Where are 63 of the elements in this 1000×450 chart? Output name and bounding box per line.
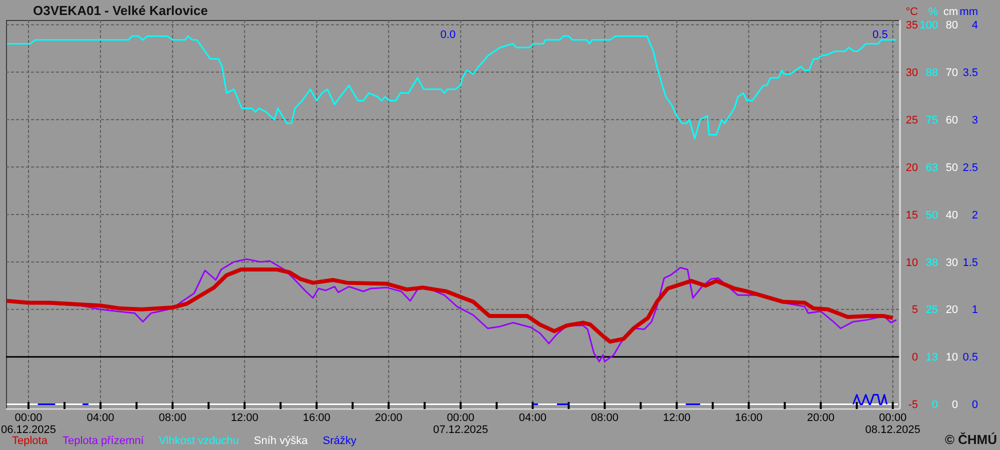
text: Vlhkost vzduchu	[158, 434, 239, 448]
text: Srážky	[322, 434, 356, 448]
y-tick-label: 15	[906, 209, 918, 222]
y2-tick-label: 38	[926, 256, 938, 269]
y2-tick-label: 63	[926, 162, 938, 174]
x-tick-label: 00:00 07.12.2025	[433, 412, 488, 436]
y-tick-label: 3.5	[962, 67, 978, 80]
x-tick-label: 12:00	[230, 412, 258, 424]
y2-tick-label: 0	[932, 399, 938, 412]
y3-tick-label: 70	[946, 67, 958, 80]
annotation: 0.0	[440, 28, 456, 42]
x-tick-label: 08:00	[158, 412, 186, 424]
y3-tick-label: 50	[946, 162, 958, 174]
text: © ČHMÚ	[944, 432, 997, 448]
chart-title: O3VEKA01 - Velké Karlovice	[33, 3, 208, 19]
x-tick-label: 16:00	[302, 412, 330, 424]
x-tick-label: 08:00	[590, 412, 618, 424]
x-tick-label: 20:00	[807, 412, 835, 424]
y3-tick-label: 10	[946, 352, 958, 364]
y3-tick-label: 80	[946, 20, 958, 32]
y-tick-label: 0	[912, 352, 918, 364]
y2-axis-title: %	[928, 6, 938, 18]
line-series	[6, 268, 895, 344]
y-tick-label: 2	[972, 209, 978, 222]
y3-tick-label: 40	[946, 209, 958, 222]
text: Teplota přízemní	[62, 434, 144, 448]
text: Teplota	[12, 434, 48, 448]
y3-axis-title: cm	[943, 6, 958, 18]
y-tick-label: 10	[906, 256, 918, 269]
y-tick-label: 4	[972, 20, 978, 32]
y2-tick-label: 25	[926, 304, 938, 316]
y2-tick-label: 13	[926, 352, 938, 364]
y2-tick-label: 100	[920, 20, 938, 32]
y2-tick-label: 50	[926, 209, 938, 222]
x-tick-label: 00:00 06.12.2025	[0, 412, 56, 436]
x-tick-label: 04:00	[86, 412, 114, 424]
y3-tick-label: 30	[946, 256, 958, 269]
y-tick-label: 20	[906, 162, 918, 174]
y-tick-label: 25	[906, 114, 918, 126]
y-axis-title: mm	[960, 6, 978, 18]
y-tick-label: 5	[912, 304, 918, 316]
y2-tick-label: 88	[926, 67, 938, 80]
y-tick-label: 3	[972, 114, 978, 126]
y-tick-label: 35	[906, 20, 918, 32]
x-tick-label: 20:00	[374, 412, 402, 424]
y2-tick-label: 75	[926, 114, 938, 126]
y-tick-label: 1.5	[962, 256, 978, 269]
x-tick-label: 00:00 08.12.2025	[865, 412, 920, 436]
x-tick-label: 16:00	[734, 412, 763, 424]
y-tick-label: 0	[972, 399, 978, 412]
annotation: 0.5	[872, 28, 888, 42]
y3-tick-label: 60	[946, 114, 958, 126]
y-tick-label: 0.5	[962, 352, 978, 364]
y-tick-label: 2.5	[962, 162, 978, 174]
x-tick-label: 04:00	[518, 412, 546, 424]
y3-tick-label: 20	[946, 304, 958, 316]
y-axis-title: °C	[906, 6, 918, 18]
y3-tick-label: 0	[952, 399, 958, 412]
y-tick-label: -5	[908, 399, 918, 412]
text: Sníh výška	[254, 434, 308, 448]
x-tick-label: 12:00	[662, 412, 690, 424]
y-tick-label: 30	[906, 67, 918, 80]
y-tick-label: 1	[972, 304, 978, 316]
